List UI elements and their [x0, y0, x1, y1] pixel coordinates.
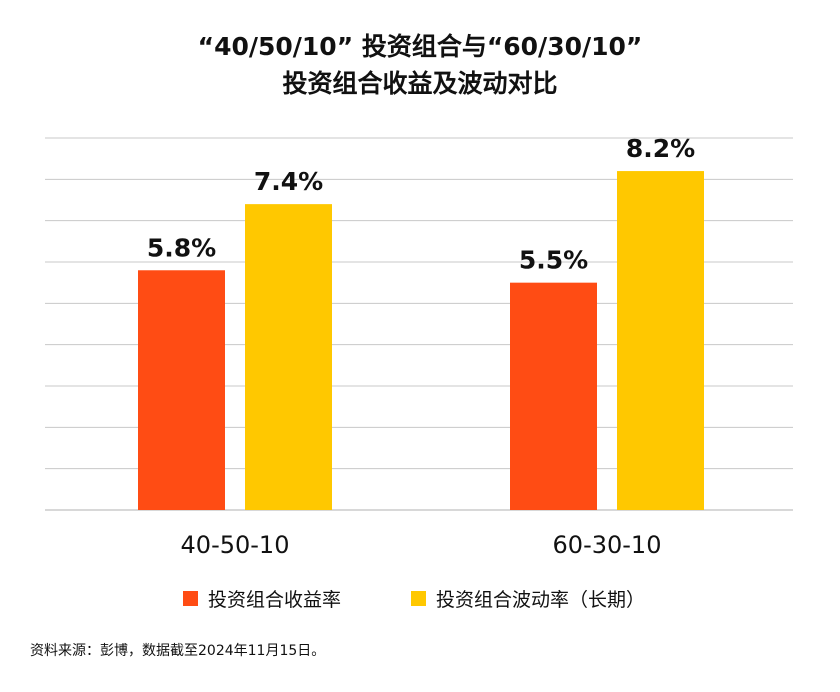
chart-title: “40/50/10” 投资组合与“60/30/10” 投资组合收益及波动对比	[0, 28, 840, 102]
chart-title-line-2: 投资组合收益及波动对比	[282, 69, 558, 98]
bar-return-40-50-10	[138, 270, 225, 510]
legend-swatch-return	[183, 590, 198, 606]
data-label-volatility-40-50-10: 7.4%	[254, 167, 323, 196]
data-label-volatility-60-30-10: 8.2%	[626, 134, 695, 163]
x-tick-labels: 40-50-10 60-30-10	[181, 531, 662, 559]
legend-swatch-volatility	[411, 590, 426, 606]
bar-volatility-60-30-10	[617, 171, 704, 511]
data-label-return-60-30-10: 5.5%	[519, 246, 588, 275]
legend-label-return: 投资组合收益率	[208, 588, 342, 611]
bars	[138, 171, 704, 511]
legend-item-volatility: 投资组合波动率（长期）	[411, 583, 645, 613]
bar-volatility-40-50-10	[245, 204, 332, 510]
bar-return-60-30-10	[510, 282, 597, 510]
source-note: 资料来源：彭博，数据截至2024年11月15日。	[30, 643, 326, 659]
legend-label-volatility: 投资组合波动率（长期）	[436, 588, 646, 611]
chart-title-line-1: “40/50/10” 投资组合与“60/30/10”	[197, 32, 643, 61]
data-labels: 5.8% 7.4% 5.5% 8.2%	[147, 134, 695, 275]
data-label-return-40-50-10: 5.8%	[147, 233, 216, 262]
x-tick-label: 40-50-10	[181, 531, 290, 559]
x-tick-label: 60-30-10	[553, 531, 662, 559]
legend-item-return: 投资组合收益率	[183, 583, 341, 613]
